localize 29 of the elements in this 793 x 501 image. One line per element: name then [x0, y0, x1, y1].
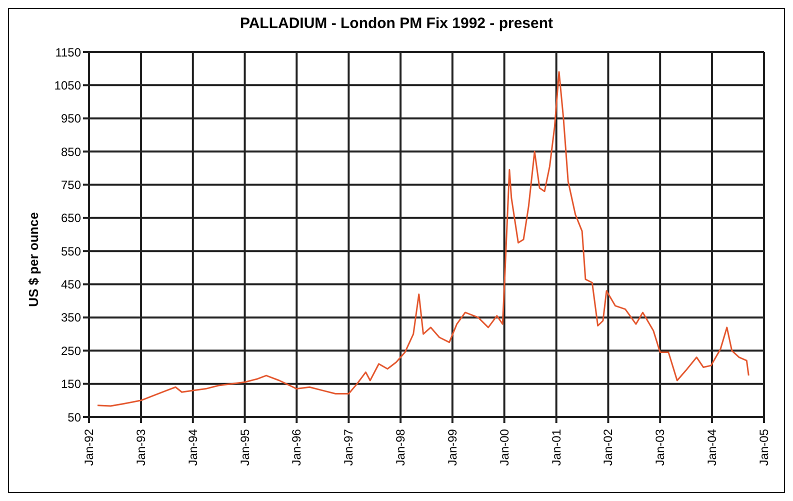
line-series	[96, 71, 750, 407]
y-tick-label: 450	[60, 278, 82, 292]
x-tick-label: Jan-04	[704, 428, 719, 466]
x-tick-label: Jan-95	[238, 428, 252, 466]
y-tick-label: 250	[60, 344, 82, 358]
x-tick-label: Jan-99	[445, 428, 460, 466]
y-tick-label: 650	[60, 211, 82, 226]
y-axis-title: US $ per ounce	[26, 212, 41, 306]
y-tick-label: 150	[60, 377, 82, 392]
y-tick-label: 750	[60, 178, 82, 192]
y-tick-label: 550	[60, 244, 82, 258]
chart-title: PALLADIUM - London PM Fix 1992 - present	[238, 15, 554, 32]
x-tick-label: Jan-94	[186, 428, 200, 466]
x-tick-label: Jan-02	[601, 428, 616, 466]
x-tick-label: Jan-01	[549, 428, 564, 466]
y-tick-label: 1050	[54, 78, 82, 92]
x-tick-label: Jan-05	[757, 428, 771, 466]
y-tick-label: 350	[60, 310, 82, 325]
x-tick-label: Jan-93	[134, 428, 148, 466]
x-tick-label: Jan-03	[653, 428, 668, 466]
y-tick-label: 1150	[55, 45, 82, 60]
x-tick-label: Jan-97	[342, 428, 356, 466]
x-tick-label: Jan-96	[290, 428, 304, 466]
y-tick-label: 950	[60, 112, 82, 126]
x-tick-label: Jan-98	[394, 428, 408, 466]
x-tick-label: Jan-00	[497, 428, 512, 466]
y-tick-label: 850	[60, 144, 82, 159]
y-tick-label: 50	[68, 410, 82, 424]
x-tick-label: Jan-92	[82, 428, 96, 466]
